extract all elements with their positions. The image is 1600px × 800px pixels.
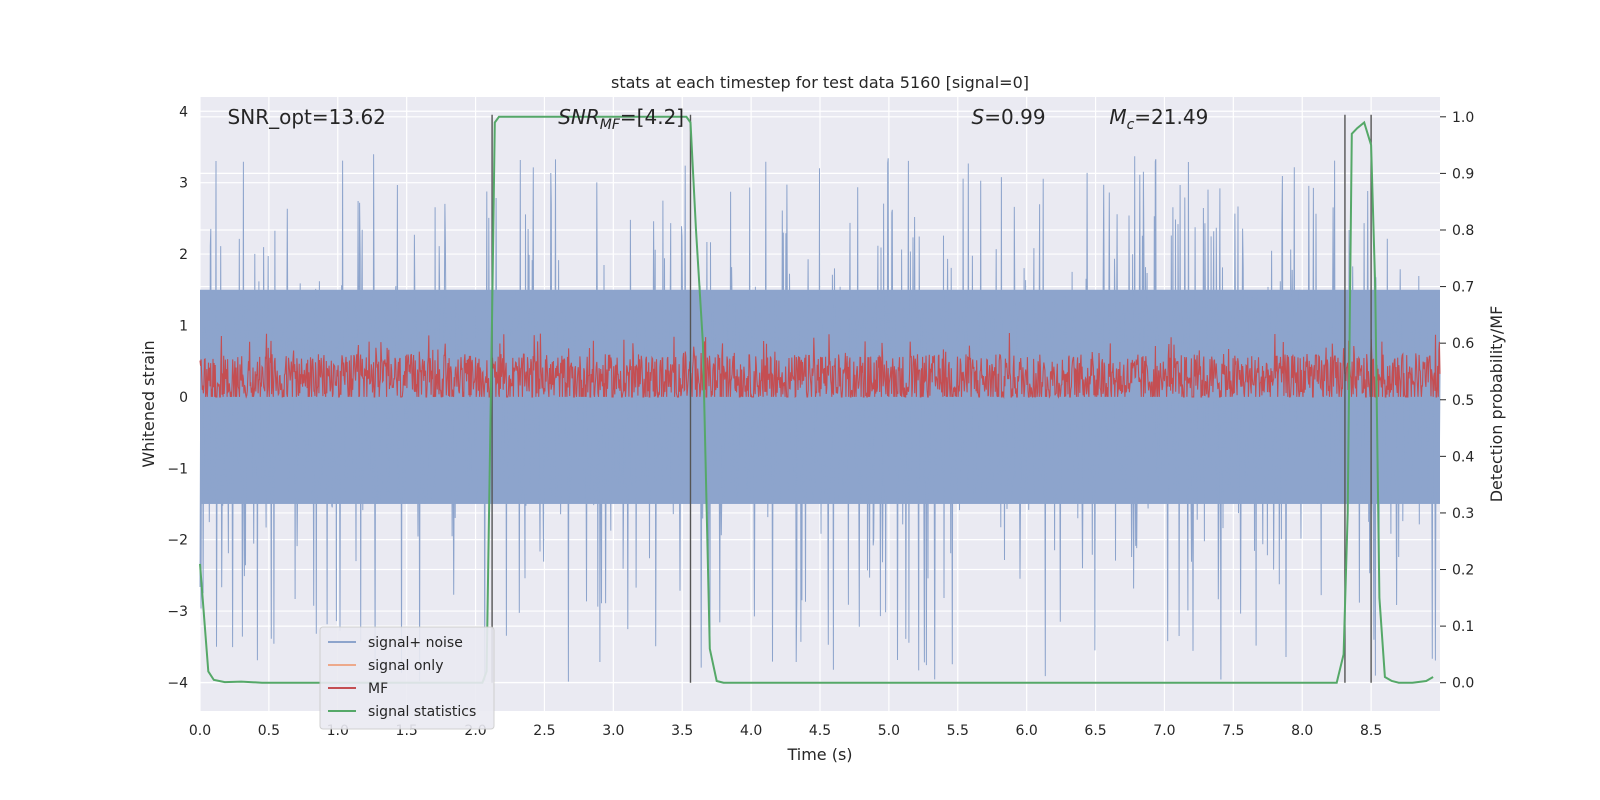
x-tick-label: 4.0: [740, 723, 762, 739]
y-right-tick-label: 1.0: [1452, 110, 1474, 126]
annotation-snr-mf: SNRMF=[4.2]: [558, 105, 684, 133]
y-left-tick-label: 4: [179, 104, 188, 120]
x-tick-label: 4.5: [809, 723, 831, 739]
series-signal-noise: [199, 154, 1441, 682]
y-right-tick-label: 0.3: [1452, 506, 1474, 522]
x-tick-label: 0.5: [258, 723, 280, 739]
x-tick-label: 3.0: [602, 723, 624, 739]
y-right-tick-label: 0.1: [1452, 619, 1474, 635]
y-right-tick-label: 0.7: [1452, 280, 1474, 296]
x-axis-label: Time (s): [786, 745, 852, 764]
series-mf: [199, 332, 1441, 399]
y-axis-right-label: Detection probability/MF: [1487, 306, 1506, 503]
x-tick-label: 3.5: [671, 723, 693, 739]
x-axis-ticks: 0.0 0.5 1.0 1.5 2.0 2.5 3.0 3.5 4.0 4.5 5.0 5.5 6.0 6…: [189, 723, 1382, 739]
y-axis-left-ticks: −4 −3 −2 −1 0 1 2 3 4: [167, 104, 188, 691]
y-right-tick-label: 0.9: [1452, 166, 1474, 182]
x-tick-label: 8.0: [1291, 723, 1313, 739]
y-axis-right-ticks: 0.0 0.1 0.2 0.3 0.4 0.5 0.6 0.7 0.8 0.9 1.0: [1440, 110, 1474, 692]
chart-title: stats at each timestep for test data 516…: [611, 73, 1029, 92]
vertical-markers: [491, 114, 1372, 683]
y-left-tick-label: 0: [179, 390, 188, 406]
y-right-tick-label: 0.2: [1452, 563, 1474, 579]
x-tick-label: 5.5: [947, 723, 969, 739]
y-right-tick-label: 0.5: [1452, 393, 1474, 409]
x-tick-label: 6.5: [1084, 723, 1106, 739]
noise-line: [199, 154, 1441, 682]
x-tick-label: 0.0: [189, 723, 211, 739]
legend-label: signal statistics: [368, 704, 476, 720]
y-right-tick-label: 0.8: [1452, 223, 1474, 239]
y-right-tick-label: 0.4: [1452, 449, 1474, 465]
x-tick-label: 7.0: [1153, 723, 1175, 739]
legend: signal+ noise signal only MF signal statist…: [319, 626, 495, 730]
y-axis-left-label: Whitened strain: [139, 340, 158, 467]
x-tick-label: 5.0: [878, 723, 900, 739]
y-right-tick-label: 0.0: [1452, 676, 1474, 692]
annotation-s-value: S=0.99: [972, 105, 1046, 129]
y-left-tick-label: −1: [167, 461, 188, 477]
y-left-tick-label: −3: [167, 604, 188, 620]
legend-box: [319, 626, 495, 730]
legend-label: signal+ noise: [368, 635, 463, 651]
annotation-snr-opt: SNR_opt=13.62: [228, 105, 386, 129]
y-left-tick-label: 3: [179, 176, 188, 192]
y-left-tick-label: −4: [167, 675, 188, 691]
annotations: SNR_opt=13.62 SNRMF=[4.2] S=0.99 Mc=21.49: [228, 105, 1209, 133]
y-left-tick-label: 2: [179, 247, 188, 263]
y-left-tick-label: 1: [179, 318, 188, 334]
annotation-mc-value: Mc=21.49: [1109, 105, 1208, 133]
x-tick-label: 6.0: [1016, 723, 1038, 739]
y-right-tick-label: 0.6: [1452, 336, 1474, 352]
x-tick-label: 2.5: [533, 723, 555, 739]
mf-line: [199, 332, 1441, 399]
x-tick-label: 8.5: [1360, 723, 1382, 739]
legend-label: MF: [368, 681, 388, 697]
legend-label: signal only: [368, 658, 443, 674]
y-left-tick-label: −2: [167, 533, 188, 549]
x-tick-label: 7.5: [1222, 723, 1244, 739]
